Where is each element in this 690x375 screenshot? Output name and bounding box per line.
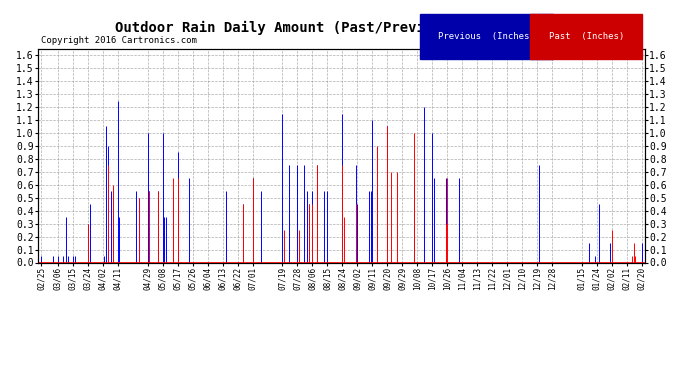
Text: Outdoor Rain Daily Amount (Past/Previous Year) 20160225: Outdoor Rain Daily Amount (Past/Previous… xyxy=(115,21,575,35)
Text: Past  (Inches): Past (Inches) xyxy=(549,32,624,41)
Text: Previous  (Inches): Previous (Inches) xyxy=(438,32,535,41)
Text: Copyright 2016 Cartronics.com: Copyright 2016 Cartronics.com xyxy=(41,36,197,45)
